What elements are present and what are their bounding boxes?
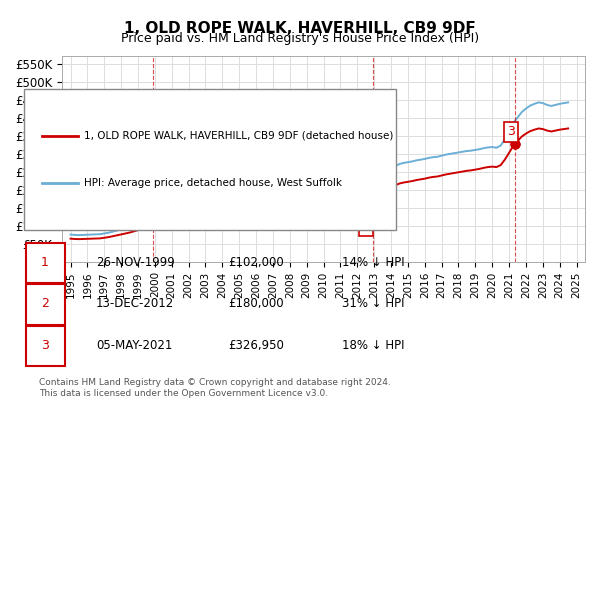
Text: 2: 2: [41, 297, 49, 310]
Text: Contains HM Land Registry data © Crown copyright and database right 2024.: Contains HM Land Registry data © Crown c…: [39, 378, 391, 386]
Text: £180,000: £180,000: [228, 297, 284, 310]
Point: [510, 139, 520, 149]
Text: £326,950: £326,950: [228, 339, 284, 352]
Point: [510, 139, 520, 149]
Text: 1: 1: [142, 212, 151, 225]
Text: 14% ↓ HPI: 14% ↓ HPI: [342, 256, 404, 269]
Text: 3: 3: [41, 339, 49, 352]
Text: 31% ↓ HPI: 31% ↓ HPI: [342, 297, 404, 310]
Point: [368, 192, 378, 201]
Text: 1, OLD ROPE WALK, HAVERHILL, CB9 9DF: 1, OLD ROPE WALK, HAVERHILL, CB9 9DF: [124, 21, 476, 35]
Text: 2: 2: [362, 219, 370, 233]
Text: 13-DEC-2012: 13-DEC-2012: [96, 297, 174, 310]
Point: [148, 220, 158, 230]
Text: 3: 3: [507, 126, 515, 139]
Text: 1: 1: [41, 256, 49, 269]
Text: 18% ↓ HPI: 18% ↓ HPI: [342, 339, 404, 352]
Text: 05-MAY-2021: 05-MAY-2021: [96, 339, 172, 352]
Text: 1, OLD ROPE WALK, HAVERHILL, CB9 9DF (detached house): 1, OLD ROPE WALK, HAVERHILL, CB9 9DF (de…: [84, 131, 394, 140]
Text: £102,000: £102,000: [228, 256, 284, 269]
Text: Price paid vs. HM Land Registry's House Price Index (HPI): Price paid vs. HM Land Registry's House …: [121, 32, 479, 45]
Point: [368, 192, 378, 201]
Text: This data is licensed under the Open Government Licence v3.0.: This data is licensed under the Open Gov…: [39, 389, 328, 398]
Point: [148, 220, 158, 230]
Text: 26-NOV-1999: 26-NOV-1999: [96, 256, 175, 269]
Text: HPI: Average price, detached house, West Suffolk: HPI: Average price, detached house, West…: [84, 178, 342, 188]
